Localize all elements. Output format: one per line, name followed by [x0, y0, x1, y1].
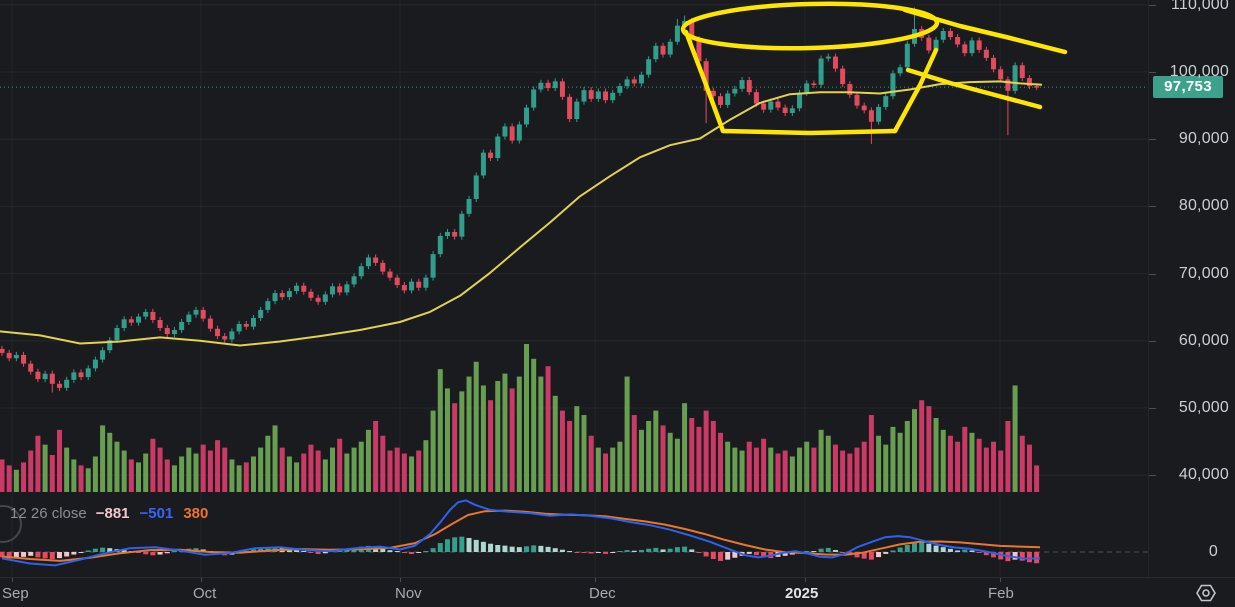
settings-icon[interactable] [1193, 581, 1219, 605]
time-axis-tick [400, 578, 401, 582]
price-axis-label: 100,000 [1169, 63, 1229, 80]
time-axis-tick [805, 578, 806, 582]
price-axis-label: 110,000 [1170, 0, 1229, 13]
candlesticks [0, 7, 1040, 393]
time-axis-tick [12, 578, 13, 582]
price-axis-label: 40,000 [1178, 466, 1229, 484]
time-axis-tick [201, 578, 202, 582]
price-axis-label: 80,000 [1178, 197, 1229, 215]
price-axis-tick [1149, 475, 1156, 477]
time-axis-label: Nov [395, 585, 422, 602]
price-axis-label: 50,000 [1178, 399, 1229, 416]
last-price-badge: 97,753 [1153, 76, 1223, 99]
macd-value: −881 [95, 504, 130, 522]
macd-zero-axis-label: 0 [1208, 543, 1218, 560]
price-axis-label: 70,000 [1178, 264, 1229, 282]
time-axis[interactable]: Sep Oct Nov Dec 2025 Feb [0, 577, 1235, 607]
price-axis-tick [1149, 4, 1156, 6]
price-axis-tick [1149, 273, 1156, 275]
time-axis-label: 2025 [785, 585, 819, 602]
price-axis-label: 60,000 [1178, 331, 1229, 349]
drawing-annotation[interactable] [680, 1, 1068, 136]
macd-params: 12 26 close [10, 504, 87, 522]
macd-main-line [1, 499, 1041, 567]
price-axis-tick [1149, 72, 1156, 73]
macd-value: 380 [183, 504, 209, 522]
moving-average-line [0, 80, 1043, 347]
price-axis-tick [1149, 340, 1156, 342]
macd-values: −881 −501 380 [96, 505, 209, 522]
time-axis-label: Feb [988, 585, 1014, 602]
macd-value: −501 [139, 504, 174, 522]
volume-bars [0, 344, 1040, 492]
time-axis-tick [595, 578, 596, 582]
macd-indicator-legend[interactable]: 12 26 close −881 −501 380 [10, 503, 208, 523]
time-axis-label: Oct [193, 585, 217, 602]
price-axis-tick [1149, 408, 1156, 409]
time-axis-tick [1000, 578, 1001, 582]
time-axis-label: Sep [2, 585, 29, 602]
chart-canvas[interactable] [0, 0, 1148, 577]
time-axis-label: Dec [589, 585, 616, 602]
price-axis-label: 90,000 [1178, 130, 1229, 148]
price-axis[interactable]: 97,753 110,000 100,000 90,000 80,000 70,000 6… [1148, 0, 1235, 577]
price-axis-tick [1149, 139, 1156, 141]
price-axis-tick [1149, 206, 1156, 208]
